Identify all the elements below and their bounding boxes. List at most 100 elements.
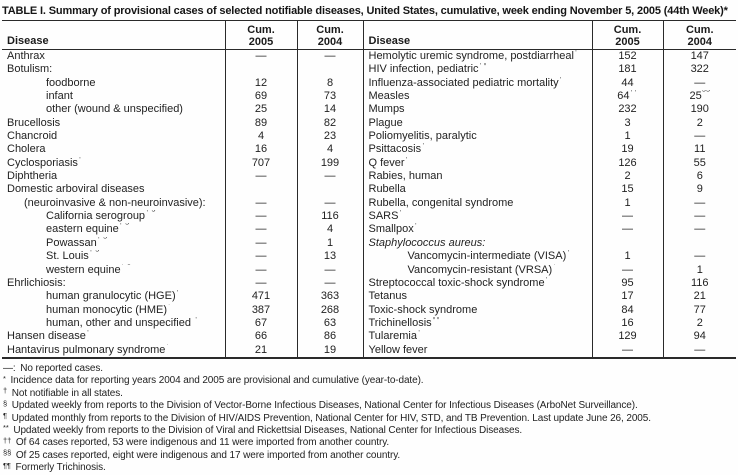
header-cum-2005-right: Cum. 2005 [591, 20, 663, 50]
cum-2005-cell: 232 [591, 103, 663, 117]
header-disease-right-label: Disease [368, 35, 411, 47]
cum-2004-cell: 13 [296, 250, 363, 264]
header-cum-2004-right: Cum. 2004 [662, 20, 736, 50]
header-disease-left-label: Disease [7, 35, 49, 47]
footnote-marker: § [3, 398, 8, 408]
disease-name-cell: Diphtheria [7, 170, 58, 183]
header-cum-2005-left: Cum. 2005 [224, 20, 297, 50]
disease-name-cell: Vancomycin-resistant (VRSA)† [362, 263, 592, 277]
cum-2005-cell: 126 [591, 156, 663, 171]
cum-2004-cell: — [662, 76, 736, 91]
footnote: § Updated weekly from reports to the Div… [3, 398, 638, 412]
table-row: Domestic arboviral diseases Rubella 15 9 [2, 183, 736, 197]
cum-2004-cell [296, 63, 363, 77]
cum-2005-cell: 25 [224, 103, 297, 117]
cum-2005-cell: — [591, 263, 663, 277]
cum-2004-cell: 94 [662, 330, 736, 344]
cum-2004-cell: 2 [662, 116, 736, 131]
cum-2005-cell: 95 [591, 276, 663, 291]
cum-2005-cell: 387 [224, 303, 297, 317]
notifiable-diseases-table: Disease Cum. 2005 Cum. 2004 Disease Cum.… [2, 20, 736, 359]
year-2004-label: 2004 [317, 35, 343, 48]
cum-2005-cell: 66 [224, 330, 297, 344]
disease-name-cell: other (wound & unspecified) [46, 103, 183, 116]
disease-name-cell: Tetanus [362, 290, 592, 304]
footnote: ¶ Updated monthly from reports to the Di… [3, 411, 651, 424]
disease-name-cell: western equine† § [46, 263, 131, 276]
cum-2005-cell: 16 [224, 143, 297, 157]
disease-name-cell: human monocytic (HME)† [46, 303, 171, 316]
cum-2004-cell: — [662, 130, 736, 144]
cum-2005-cell: — [224, 223, 297, 237]
disease-name-cell: Toxic-shock syndrome [362, 303, 592, 317]
cum-2004-cell: — [296, 276, 363, 291]
disease-name-cell: Psittacosis† [362, 143, 592, 157]
year-2004-label: 2004 [687, 35, 712, 48]
cum-2004-cell: 77 [662, 303, 736, 317]
cum-2004-cell: 8 [296, 76, 363, 91]
cum-2005-cell: 12 [224, 76, 297, 91]
cum-2005-cell: — [224, 49, 297, 64]
cum-2005-cell: 64†† [591, 90, 663, 104]
cum-2004-cell [662, 236, 736, 251]
disease-name-cell: Brucellosis [7, 116, 61, 129]
disease-name-cell: Tularemia† [362, 330, 592, 344]
disease-name-cell: St. Louis† § [46, 250, 99, 263]
cum-2005-cell: 84 [591, 303, 663, 317]
cum-2005-cell: — [591, 223, 663, 237]
disease-name-cell: infant [46, 90, 73, 103]
year-2005-label: 2005 [248, 35, 274, 48]
disease-name-cell: Anthrax [7, 50, 45, 62]
cum-2004-cell: 82 [296, 116, 363, 131]
table-row: Anthrax — — Hemolytic uremic syndrome, post… [2, 49, 736, 64]
cum-2005-cell [224, 183, 297, 197]
cum-2005-cell: 3 [591, 116, 663, 131]
cum-2005-cell: 67 [224, 316, 297, 331]
cum-2004-cell: 1 [662, 263, 736, 277]
table-row: Brucellosis 89 82 Plague 3 2 [2, 116, 736, 131]
cum-2004-cell: 116 [296, 210, 363, 224]
cum-2005-cell: 21 [224, 343, 297, 358]
disease-name-cell: Powassan† § [46, 236, 107, 249]
footnote: † Not notifiable in all states. [3, 386, 123, 399]
table-row: Botulism: HIV infection, pediatric†¶18132… [2, 63, 736, 77]
cum-2004-cell: 4 [296, 143, 363, 157]
cum-2005-cell: 89 [224, 116, 297, 131]
cum-2004-cell: — [296, 49, 363, 64]
disease-name-cell: SARS† ** [362, 210, 592, 224]
table-row: (neuroinvasive & non-neuroinvasive): — — Ru… [2, 196, 736, 211]
cum-2004-cell: — [662, 196, 736, 211]
cum-2004-cell: 73 [296, 90, 363, 104]
cum-2005-cell: — [224, 236, 297, 251]
header-disease-right: Disease [362, 20, 592, 50]
cum-2005-cell: 1 [591, 250, 663, 264]
table-title: TABLE I. Summary of provisional cases of… [2, 5, 728, 17]
footnote: ¶¶ Formerly Trichinosis. [3, 460, 106, 474]
table-header: Disease Cum. 2005 Cum. 2004 Disease Cum.… [2, 20, 736, 50]
cum-label: Cum. [247, 23, 275, 36]
disease-name-cell: Yellow fever [362, 343, 592, 358]
cum-2004-cell: — [662, 250, 736, 264]
cum-2004-cell: 268 [296, 303, 363, 317]
disease-name-cell: Domestic arboviral diseases [7, 183, 145, 196]
cum-label: Cum. [686, 23, 714, 36]
cum-2004-cell: — [662, 343, 736, 358]
footnote-marker: —: [3, 362, 16, 374]
cum-2004-cell: 23 [296, 130, 363, 144]
cum-2004-cell: 86 [296, 330, 363, 344]
cum-2005-cell: 15 [591, 183, 663, 197]
table-row: human monocytic (HME)† 387268Toxic-shock … [2, 303, 736, 317]
cum-2004-cell: 2 [662, 316, 736, 331]
cum-2005-cell: — [224, 263, 297, 277]
disease-name-cell: Ehrlichiosis: [7, 276, 66, 289]
disease-name-cell: Cyclosporiasis† [7, 156, 82, 169]
footnote: †† Of 64 cases reported, 53 were indigen… [3, 435, 390, 449]
header-cum-2004-left: Cum. 2004 [296, 20, 363, 50]
cum-2004-cell: 9 [662, 183, 736, 197]
disease-name-cell: Poliomyelitis, paralytic [362, 130, 592, 144]
table-row: Hantavirus pulmonary syndrome† 2119Yellow… [2, 343, 736, 358]
